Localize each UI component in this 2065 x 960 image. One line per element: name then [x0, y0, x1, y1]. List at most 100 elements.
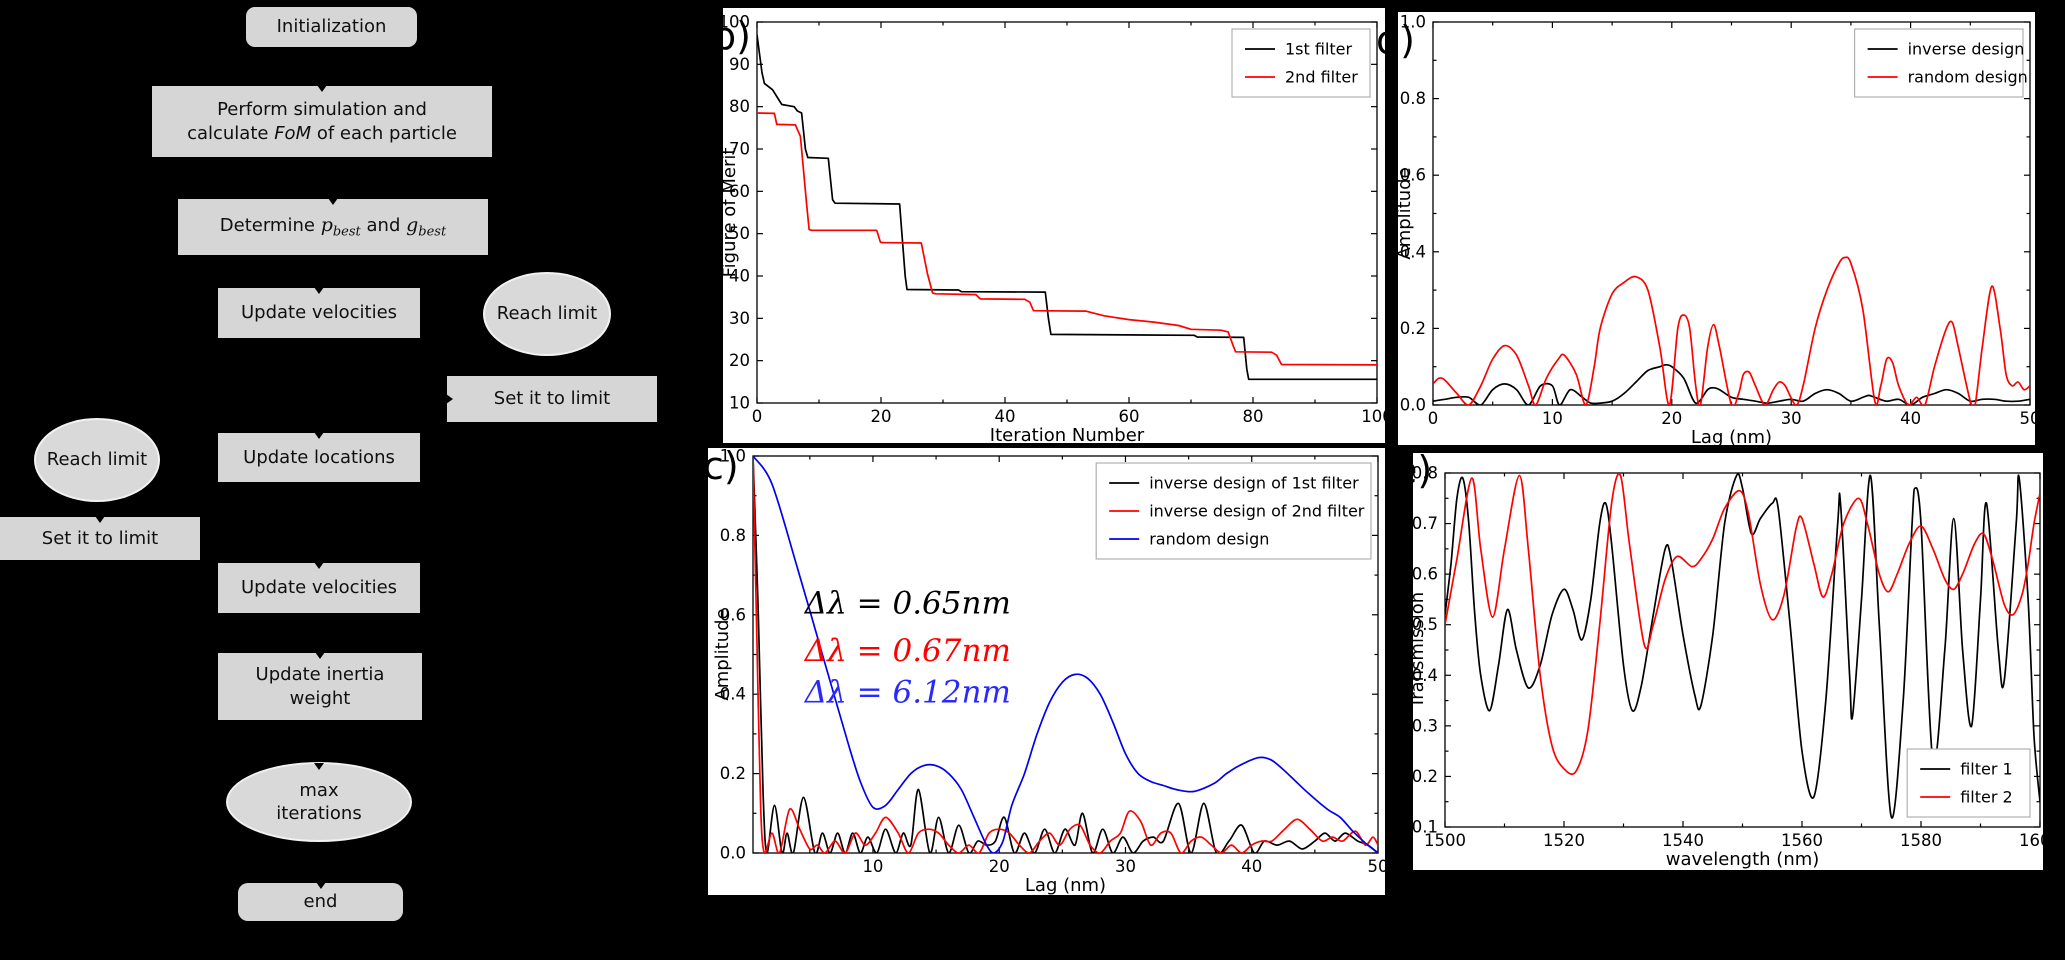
flow-node-label: Initialization: [276, 16, 387, 38]
x-tick-label: 40: [1241, 857, 1262, 876]
y-tick-label: 0.8: [720, 526, 746, 545]
flow-node-label: Update velocities: [240, 302, 398, 324]
y-tick-label: 0.2: [720, 764, 746, 783]
series-2nd-filter: [757, 112, 1377, 366]
flow-decision-max-iterations: max iterations: [226, 762, 412, 842]
x-tick-label: 40: [995, 407, 1016, 426]
gbest-subscript: best: [418, 224, 447, 240]
panel-label-e: e): [1394, 448, 1433, 492]
series-random-design: [753, 456, 1378, 853]
x-tick-label: 0: [1428, 409, 1439, 428]
y-axis-label: Transmission: [1413, 592, 1428, 709]
pbest-subscript: best: [332, 224, 361, 240]
x-tick-label: 30: [1115, 857, 1136, 876]
flow-node-label: Update velocities: [240, 577, 398, 599]
flow-text: and: [366, 214, 401, 236]
legend-label: 1st filter: [1285, 40, 1353, 59]
y-tick-label: 0.6: [1400, 166, 1426, 185]
x-tick-label: 20: [1661, 409, 1682, 428]
flow-decision-reach-limit-left: Reach limit: [34, 418, 160, 502]
y-axis-label: Amplitude: [1398, 167, 1415, 259]
legend: inverse design random design: [1854, 28, 2028, 98]
y-tick-label: 60: [729, 182, 750, 201]
chart-fom: 0 20 40 60 80 100 10 20 30 40 50 60 70 80 90 100 Iterati…: [723, 13, 1385, 444]
legend-label: inverse design of 1st filter: [1149, 474, 1359, 493]
legend-label: random design: [1149, 530, 1269, 549]
flow-node-label: end: [303, 891, 338, 913]
flow-node-label: Set it to limit: [41, 527, 159, 549]
x-axis-label: Lag (nm): [1025, 875, 1106, 895]
flow-node-label: max iterations: [276, 779, 362, 824]
y-tick-label: 0.8: [1400, 89, 1426, 108]
flow-node-update-inertia-weight: Update inertia weight: [218, 652, 422, 720]
x-tick-label: 80: [1243, 407, 1264, 426]
x-axis-label: Iteration Number: [990, 425, 1145, 443]
arrowhead-icon: [446, 394, 453, 404]
y-tick-label: 1.0: [1400, 13, 1426, 32]
flow-node-label: Determine pbest and gbest: [178, 213, 488, 241]
flow-text: of each particle: [316, 122, 457, 144]
y-tick-label: 0.7: [1413, 514, 1438, 533]
legend-box: [1906, 748, 2031, 818]
y-tick-label: 70: [729, 140, 750, 159]
x-tick-label: 20: [989, 857, 1010, 876]
y-tick-label: 0.5: [1413, 615, 1438, 634]
x-tick-label: 50: [1368, 857, 1386, 876]
y-tick-label: 0.4: [1400, 242, 1426, 261]
series-1st-filter: [757, 34, 1377, 381]
y-tick-label: 90: [729, 55, 750, 74]
x-tick-label: 20: [871, 407, 892, 426]
legend-label: random design: [1908, 68, 2028, 87]
pbest-symbol: p: [320, 213, 333, 236]
arrowhead-icon: [315, 652, 325, 659]
y-tick-label: 0.2: [1413, 767, 1438, 786]
x-axis-label: Lag (nm): [1691, 427, 1772, 445]
flow-node-update-velocities-2: Update velocities: [218, 562, 420, 613]
x-tick-label: 30: [1781, 409, 1802, 428]
flow-node-label: Update inertia weight: [255, 664, 385, 709]
x-tick-label: 1580: [1900, 831, 1942, 850]
x-tick-label: 100: [1361, 407, 1385, 426]
flow-node-end: end: [238, 882, 403, 921]
fom-symbol: FoM: [274, 122, 312, 144]
legend-box: [1854, 28, 2024, 98]
panel-label-c: c): [703, 444, 739, 488]
x-tick-label: 1520: [1543, 831, 1585, 850]
arrowhead-icon: [314, 432, 324, 439]
flow-node-initialization: Initialization: [246, 7, 417, 47]
legend-label: 2nd filter: [1285, 68, 1358, 87]
delta-lambda-annotation: Δλ = 0.67nm: [804, 633, 1011, 669]
flow-decision-reach-limit-right: Reach limit: [483, 272, 611, 356]
chart-panel-transmission: 1500 1520 1540 1560 1580 1600 0.1 0.2 0.3 0.4 0.5 0…: [1413, 453, 2043, 870]
legend-label: inverse design: [1908, 40, 2025, 59]
flow-node-determine-best: Determine pbest and gbest: [178, 198, 488, 255]
y-tick-label: 40: [729, 267, 750, 286]
flow-text: calculate: [187, 122, 269, 144]
chart-panel-fom: 0 20 40 60 80 100 10 20 30 40 50 60 70 80 90 100 Iterati…: [723, 8, 1385, 443]
chart-acf_design: 0 10 20 30 40 50 0.0 0.2 0.4 0.6 0.8 1.0 Lag (nm) Amp…: [1398, 13, 2036, 446]
flow-node-label: Set it to limit: [493, 388, 611, 410]
flow-node-label: Reach limit: [496, 303, 598, 325]
flow-node-update-velocities-1: Update velocities: [218, 287, 420, 338]
arrowhead-icon: [317, 85, 327, 92]
chart-panel-autocorrelation-filters: 10 20 30 40 50 0.0 0.2 0.4 0.6 0.8 1.0 Lag (nm) Ampl…: [708, 448, 1385, 895]
y-tick-label: 0.3: [1413, 716, 1438, 735]
arrowhead-icon: [314, 763, 324, 770]
chart-panel-autocorrelation-design: 0 10 20 30 40 50 0.0 0.2 0.4 0.6 0.8 1.0 Lag (nm) Amp…: [1398, 12, 2035, 445]
y-tick-label: 0.6: [1413, 565, 1438, 584]
series-inverse-design-of-2nd-filter: [753, 456, 1378, 853]
x-tick-label: 1500: [1424, 831, 1466, 850]
x-tick-label: 10: [862, 857, 883, 876]
y-tick-label: 20: [729, 351, 750, 370]
y-axis-label: Figure of Merit: [723, 148, 740, 278]
delta-lambda-annotation: Δλ = 0.65nm: [804, 585, 1011, 621]
y-tick-label: 0.2: [1400, 319, 1426, 338]
y-axis-label: Amplitude: [712, 608, 733, 700]
y-tick-label: 30: [729, 309, 750, 328]
flow-text: Determine: [219, 214, 315, 236]
arrowhead-icon: [315, 882, 326, 889]
x-tick-label: 50: [2020, 409, 2036, 428]
y-tick-label: 0.4: [1413, 666, 1438, 685]
flow-node-set-limit-left: Set it to limit: [0, 516, 200, 560]
